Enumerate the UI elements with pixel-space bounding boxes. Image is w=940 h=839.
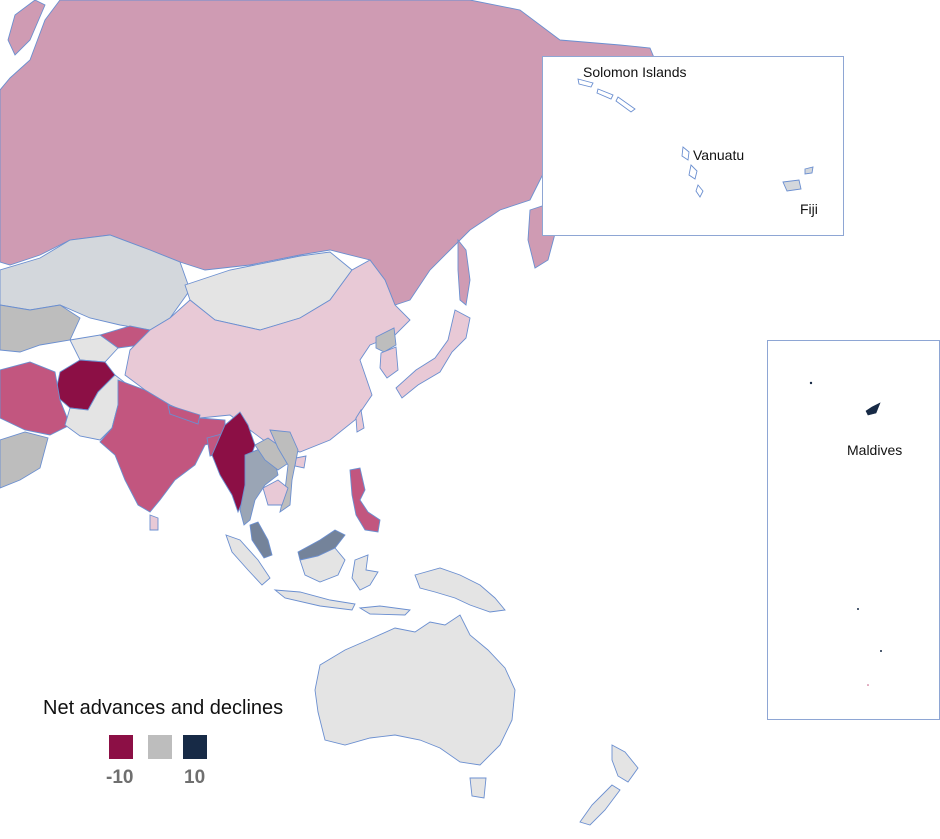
legend-title: Net advances and declines xyxy=(43,697,284,719)
island-novaya-zemlya[interactable] xyxy=(7,0,46,56)
country-uzbekistan-turkmenistan[interactable] xyxy=(0,304,81,353)
country-tajikistan[interactable] xyxy=(69,334,119,363)
country-middle-east-edge[interactable] xyxy=(0,431,49,489)
country-north-korea[interactable] xyxy=(375,327,397,353)
legend-swatch-advance xyxy=(183,735,207,759)
country-australia[interactable] xyxy=(314,614,516,766)
country-japan[interactable] xyxy=(395,309,471,399)
country-indonesia-sumatra[interactable] xyxy=(225,534,271,586)
legend-swatch-neutral xyxy=(148,735,172,759)
label-fiji: Fiji xyxy=(800,201,818,217)
label-maldives: Maldives xyxy=(847,442,903,458)
pacific-islands xyxy=(577,78,814,198)
country-nepal[interactable] xyxy=(167,404,201,425)
island-taiwan[interactable] xyxy=(355,408,365,433)
label-vanuatu: Vanuatu xyxy=(693,147,745,163)
country-new-zealand-north[interactable] xyxy=(611,744,639,783)
country-malaysia-peninsular[interactable] xyxy=(249,521,273,559)
maldives-atoll xyxy=(857,608,859,610)
maldives-atoll xyxy=(867,684,869,686)
legend-swatch-decline xyxy=(109,735,133,759)
country-cambodia[interactable] xyxy=(262,479,289,506)
country-indonesia-java[interactable] xyxy=(273,589,356,611)
country-new-guinea[interactable] xyxy=(414,567,506,613)
legend-max-label: 10 xyxy=(184,767,206,788)
inset-pacific: Solomon Islands Vanuatu Fiji xyxy=(542,56,844,236)
island-sakhalin[interactable] xyxy=(457,238,471,306)
country-indonesia-east[interactable] xyxy=(358,605,411,616)
fiji-shape[interactable] xyxy=(782,166,814,192)
label-solomon-islands: Solomon Islands xyxy=(583,64,687,80)
maldives-atoll xyxy=(880,650,882,652)
country-indonesia-borneo[interactable] xyxy=(299,547,346,583)
legend: Net advances and declines -10 10 xyxy=(43,697,284,788)
legend-min-label: -10 xyxy=(106,767,134,788)
country-new-zealand-south[interactable] xyxy=(579,784,621,826)
country-indonesia-sulawesi[interactable] xyxy=(351,554,379,591)
maldives-atoll xyxy=(809,381,813,385)
vanuatu-shape[interactable] xyxy=(681,146,704,198)
inset-maldives: Maldives xyxy=(767,340,940,720)
country-philippines[interactable] xyxy=(349,467,381,533)
country-south-korea[interactable] xyxy=(379,346,399,379)
country-vietnam[interactable] xyxy=(269,429,299,514)
island-tasmania[interactable] xyxy=(469,777,487,799)
country-sri-lanka[interactable] xyxy=(149,514,159,531)
solomon-islands-shape[interactable] xyxy=(577,78,636,113)
maldives-atolls xyxy=(809,381,882,686)
maldives-shape[interactable] xyxy=(865,402,881,416)
